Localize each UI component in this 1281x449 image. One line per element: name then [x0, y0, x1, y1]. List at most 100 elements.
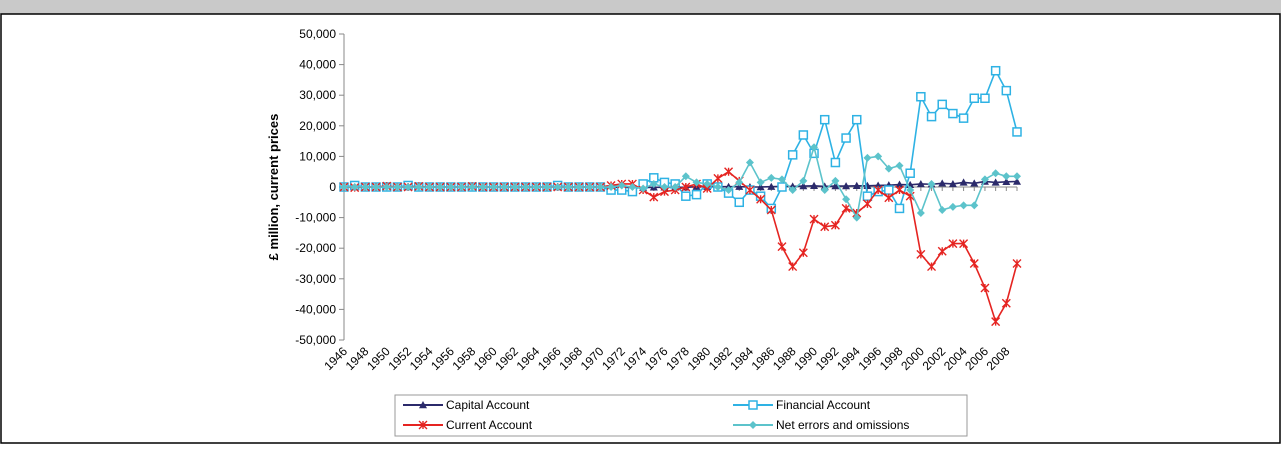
point	[841, 203, 851, 213]
point	[991, 169, 1000, 178]
point	[852, 213, 861, 222]
point	[1002, 177, 1011, 185]
point	[745, 185, 755, 195]
point	[991, 317, 1001, 327]
point	[1001, 85, 1012, 96]
point	[884, 164, 893, 173]
point	[916, 209, 925, 218]
point	[703, 179, 712, 188]
point	[777, 182, 787, 192]
point	[777, 175, 786, 184]
point	[970, 179, 979, 187]
point	[436, 183, 445, 191]
series-line	[344, 144, 1017, 220]
point	[927, 179, 936, 188]
point	[830, 220, 840, 230]
point	[671, 183, 680, 191]
point	[649, 179, 658, 188]
point	[585, 183, 594, 191]
point	[991, 178, 1000, 186]
point	[906, 186, 915, 195]
y-tick-label: -10,000	[295, 211, 336, 225]
point	[756, 194, 766, 204]
point	[810, 181, 819, 189]
point	[841, 133, 851, 143]
point	[831, 182, 840, 190]
header-bar	[0, 0, 1281, 14]
point	[382, 183, 391, 191]
y-tick-label: -20,000	[295, 241, 336, 255]
point	[681, 182, 691, 192]
point	[948, 179, 957, 188]
y-tick-label: 0	[329, 180, 336, 194]
legend-label: Net errors and omissions	[776, 418, 909, 432]
point	[1013, 172, 1021, 181]
point	[852, 181, 861, 189]
point	[938, 179, 947, 187]
point	[842, 182, 851, 190]
point	[575, 183, 584, 191]
legend-label: Current Account	[446, 418, 533, 432]
frame	[0, 13, 1281, 444]
point	[564, 183, 573, 191]
point	[799, 182, 808, 190]
point	[553, 183, 562, 191]
point	[970, 201, 979, 210]
point	[510, 183, 519, 191]
point	[692, 178, 701, 187]
point	[905, 168, 915, 178]
point	[478, 183, 487, 191]
point	[980, 93, 990, 104]
point	[596, 183, 605, 191]
point	[724, 186, 733, 195]
point	[787, 150, 798, 160]
point	[916, 179, 925, 188]
point	[713, 183, 722, 191]
point	[809, 214, 819, 224]
point	[500, 183, 509, 191]
point	[446, 183, 455, 191]
point	[542, 183, 551, 191]
point	[959, 178, 968, 186]
point	[895, 161, 904, 170]
point	[681, 172, 690, 181]
point	[767, 173, 776, 182]
legend	[394, 394, 968, 437]
point	[969, 259, 979, 268]
point	[777, 242, 787, 252]
point	[798, 248, 808, 258]
point	[404, 183, 413, 191]
point	[927, 262, 937, 272]
point	[372, 183, 381, 191]
legend-marker	[419, 401, 427, 409]
legend-label: Capital Account	[446, 398, 530, 412]
point	[916, 91, 926, 102]
y-tick-label: -50,000	[295, 333, 336, 347]
point	[393, 183, 402, 191]
y-tick-label: 30,000	[299, 88, 336, 102]
point	[340, 183, 348, 191]
point	[884, 185, 894, 195]
y-tick-label: 40,000	[299, 58, 336, 72]
point	[810, 143, 819, 152]
point	[734, 197, 745, 208]
point	[831, 176, 840, 185]
point	[852, 114, 862, 125]
point	[766, 205, 776, 215]
point	[756, 183, 765, 191]
point	[713, 173, 723, 183]
point	[916, 249, 926, 259]
point	[660, 183, 669, 191]
point	[457, 183, 466, 191]
point	[788, 186, 797, 195]
point	[948, 239, 958, 249]
legend-marker	[748, 400, 758, 410]
point	[681, 191, 691, 201]
y-tick-label: -40,000	[295, 302, 336, 316]
point	[767, 182, 776, 190]
point	[425, 183, 434, 191]
point	[894, 185, 904, 195]
point	[948, 108, 958, 119]
point	[468, 183, 477, 191]
